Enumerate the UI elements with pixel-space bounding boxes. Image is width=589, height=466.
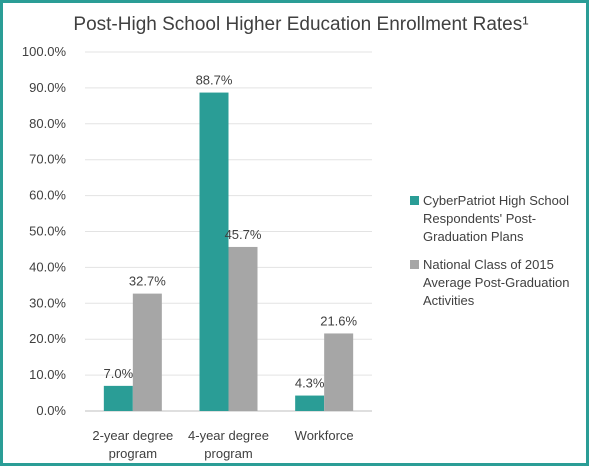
- y-tick-label: 100.0%: [22, 44, 67, 59]
- legend-label: Respondents' Post-: [423, 211, 536, 226]
- legend-label: CyberPatriot High School: [423, 193, 569, 208]
- legend-label: Average Post-Graduation: [423, 275, 569, 290]
- y-tick-label: 80.0%: [29, 116, 66, 131]
- y-tick-label: 60.0%: [29, 188, 66, 203]
- y-tick-label: 90.0%: [29, 80, 66, 95]
- legend-label: Activities: [423, 293, 475, 308]
- y-tick-label: 0.0%: [36, 403, 66, 418]
- x-category-label: 2-year degree: [92, 428, 173, 443]
- legend-label: Graduation Plans: [423, 229, 524, 244]
- y-tick-label: 30.0%: [29, 295, 66, 310]
- data-label: 21.6%: [320, 313, 357, 328]
- bar: [103, 385, 133, 411]
- x-category-label: 4-year degree: [188, 428, 269, 443]
- y-axis-ticks: 0.0% 10.0% 20.0% 30.0% 40.0% 50.0% 60.0% 70.0% 8…: [22, 44, 67, 418]
- legend-label: National Class of 2015: [423, 257, 554, 272]
- bars: 7.0% 32.7% 88.7% 45.7% 4.3% 21.6%: [104, 73, 358, 411]
- bar: [295, 395, 325, 411]
- y-tick-label: 10.0%: [29, 367, 66, 382]
- data-label: 32.7%: [129, 274, 166, 289]
- x-category-label: Workforce: [295, 428, 354, 443]
- data-label: 4.3%: [295, 376, 325, 391]
- legend-swatch: [410, 260, 419, 269]
- data-label: 88.7%: [196, 73, 233, 88]
- bar: [228, 246, 258, 411]
- chart-title: Post-High School Higher Education Enroll…: [73, 14, 528, 35]
- legend: CyberPatriot High School Respondents' Pos…: [410, 193, 569, 308]
- y-tick-label: 40.0%: [29, 259, 66, 274]
- y-tick-label: 70.0%: [29, 152, 66, 167]
- x-axis-categories: 2-year degree program 4-year degree program…: [92, 428, 353, 461]
- y-tick-label: 50.0%: [29, 224, 66, 239]
- x-category-label: program: [204, 446, 252, 461]
- data-label: 45.7%: [225, 227, 262, 242]
- bar: [199, 92, 229, 411]
- x-category-label: program: [109, 446, 157, 461]
- data-label: 7.0%: [104, 366, 134, 381]
- bar: [132, 293, 162, 411]
- y-tick-label: 20.0%: [29, 331, 66, 346]
- legend-swatch: [410, 196, 419, 205]
- bar: [324, 333, 354, 411]
